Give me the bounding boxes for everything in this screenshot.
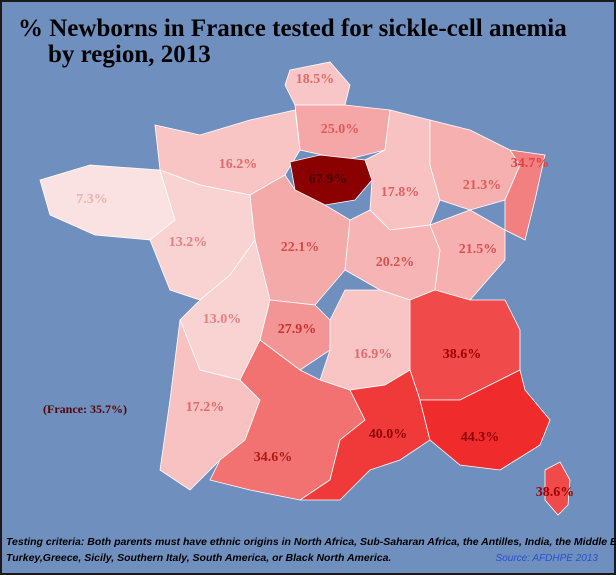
region-label: 67.9% xyxy=(309,172,348,187)
region-label: 25.0% xyxy=(321,122,360,137)
region-label: 17.8% xyxy=(381,185,420,200)
region-label: 17.2% xyxy=(186,400,225,415)
region-label: 7.3% xyxy=(76,192,108,207)
criteria-line: Turkey,Greece, Sicily, Southern Italy, S… xyxy=(6,552,391,564)
region-label: 21.5% xyxy=(459,242,498,257)
annotation: (France: 35.7%) xyxy=(43,402,127,416)
region-label: 18.5% xyxy=(296,72,335,87)
region-label: 20.2% xyxy=(376,255,415,270)
region-label: 22.1% xyxy=(281,240,320,255)
region xyxy=(429,209,506,301)
region-label: 34.7% xyxy=(511,156,550,171)
source: Source: AFDHPE 2013 xyxy=(496,553,599,564)
region-label: 13.2% xyxy=(169,235,208,250)
region-label: 21.3% xyxy=(463,178,502,193)
region xyxy=(504,149,546,241)
region-label: 27.9% xyxy=(278,322,317,337)
region xyxy=(544,461,571,516)
title-line: by region, 2013 xyxy=(48,41,211,68)
region xyxy=(419,369,551,471)
region-label: 40.0% xyxy=(369,427,408,442)
region-label: 16.2% xyxy=(219,157,258,172)
title-line: % Newborns in France tested for sickle-c… xyxy=(18,15,567,42)
region-label: 44.3% xyxy=(461,430,500,445)
region-label: 38.6% xyxy=(443,347,482,362)
region-label: 13.0% xyxy=(203,312,242,327)
region-label: 34.6% xyxy=(254,450,293,465)
regions: 18.5% 25.0% 16.2% 67.9% 17.8% 21.3% 34.7% 7.3% 1… xyxy=(39,61,575,516)
region-label: 38.6% xyxy=(536,485,575,500)
region xyxy=(298,369,431,501)
region-label: 16.9% xyxy=(354,347,393,362)
criteria-line: Testing criteria: Both parents must have… xyxy=(6,536,616,548)
